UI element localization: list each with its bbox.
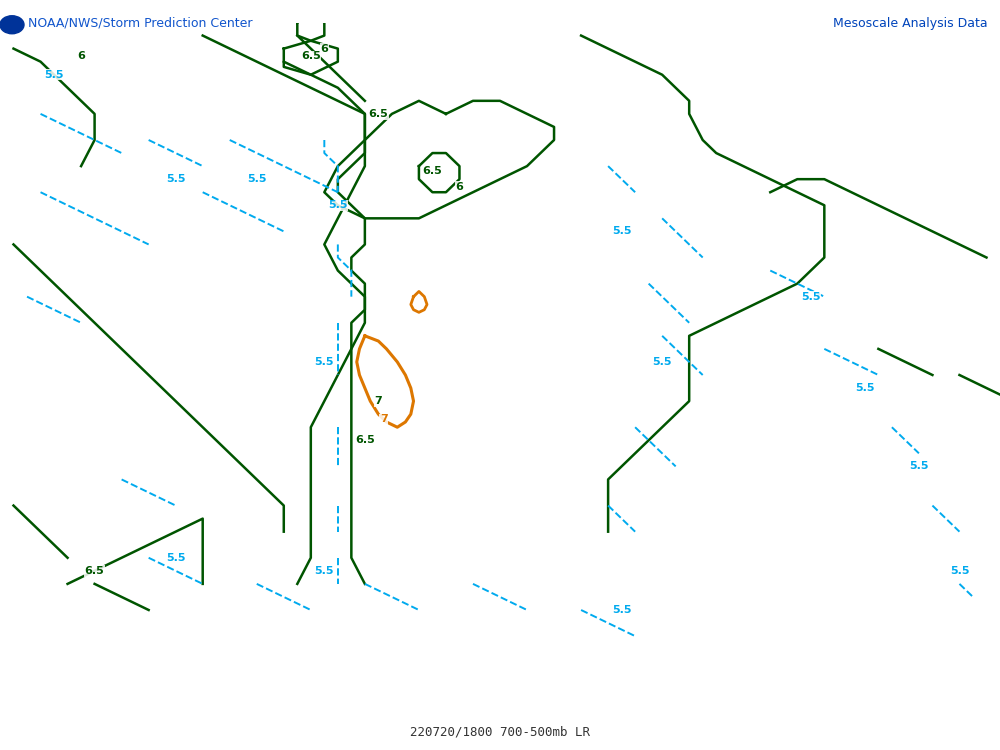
Text: 6.5: 6.5 [301,52,321,62]
Text: 6.5: 6.5 [85,566,104,576]
Text: 6.5: 6.5 [369,109,388,119]
Text: 6.5: 6.5 [423,166,442,176]
Text: 5.5: 5.5 [652,357,672,367]
Text: 6: 6 [77,52,85,62]
Text: 5.5: 5.5 [612,226,631,236]
Text: 7: 7 [375,396,382,406]
Text: 7: 7 [380,415,388,424]
Text: 5.5: 5.5 [166,174,185,184]
Text: NOAA/NWS/Storm Prediction Center: NOAA/NWS/Storm Prediction Center [28,16,252,30]
Text: 5.5: 5.5 [950,566,969,576]
Text: 6.5: 6.5 [355,435,375,445]
Text: 220720/1800 700-500mb LR: 220720/1800 700-500mb LR [410,726,590,739]
Text: 5.5: 5.5 [909,461,929,472]
Text: 5.5: 5.5 [44,70,64,80]
Text: 6: 6 [320,44,328,53]
Text: 6: 6 [456,182,463,192]
Text: 5.5: 5.5 [315,357,334,367]
Text: 5.5: 5.5 [612,605,631,615]
Text: 5.5: 5.5 [328,200,348,210]
Text: 5.5: 5.5 [247,174,267,184]
Text: Mesoscale Analysis Data: Mesoscale Analysis Data [833,16,988,30]
Text: 5.5: 5.5 [801,292,821,302]
Text: 5.5: 5.5 [166,553,185,562]
Text: 5.5: 5.5 [315,566,334,576]
Text: 5.5: 5.5 [855,383,875,393]
